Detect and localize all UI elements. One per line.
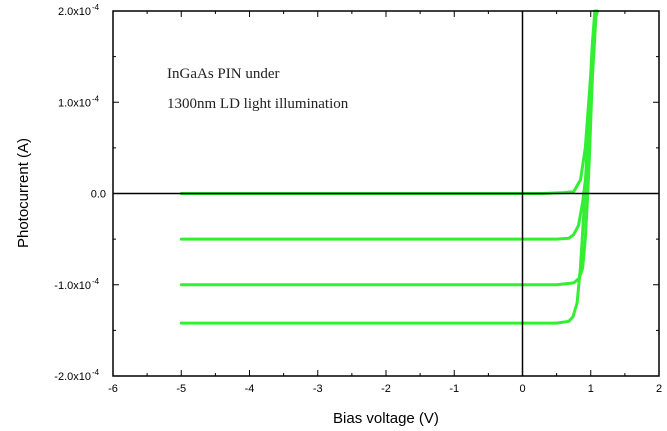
y-axis-title: Photocurrent (A)	[15, 138, 32, 248]
series-line-4	[179, 9, 597, 325]
y-tick-exponent: -4	[92, 277, 100, 286]
y-tick-label: 2.0x10	[58, 6, 91, 18]
x-tick-label: -3	[313, 383, 323, 395]
y-tick-label: 0.0	[91, 189, 106, 201]
x-tick-label: -1	[449, 383, 459, 395]
x-tick-label: -2	[381, 383, 391, 395]
x-axis-title: Bias voltage (V)	[333, 410, 439, 427]
series-line-3	[179, 9, 597, 287]
x-tick-label: 2	[656, 383, 662, 395]
x-tick-label: 0	[519, 383, 525, 395]
y-tick-exponent: -4	[92, 3, 100, 12]
data-layer	[179, 9, 600, 325]
annotation-line-1: InGaAs PIN under	[167, 66, 279, 82]
y-tick-label: -1.0x10	[54, 280, 91, 292]
label-layer: Bias voltage (V) Photocurrent (A) InGaAs…	[15, 66, 439, 427]
annotation-line-2: 1300nm LD light illumination	[167, 96, 349, 112]
x-tick-label: -4	[245, 383, 255, 395]
x-tick-label: 1	[588, 383, 594, 395]
y-tick-label: 1.0x10	[58, 97, 91, 109]
series-line-2	[179, 9, 598, 241]
y-tick-exponent: -4	[92, 94, 100, 103]
tick-layer: -6 -5 -4 -3 -2 -1 0 1 2-2.0x10 -4-1.0x10 -40.01.0x…	[54, 3, 662, 395]
y-tick-exponent: -4	[92, 368, 100, 377]
y-tick-label: -2.0x10	[54, 371, 91, 383]
x-tick-label: -6	[108, 383, 118, 395]
x-tick-label: -5	[176, 383, 186, 395]
